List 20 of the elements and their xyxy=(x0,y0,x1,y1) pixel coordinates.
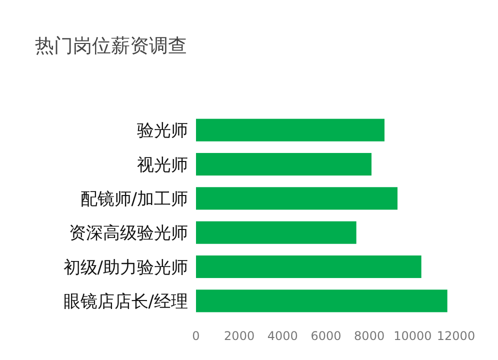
bar xyxy=(196,187,398,210)
x-tick-label: 12000 xyxy=(436,329,476,343)
y-tick-label: 验光师 xyxy=(137,121,188,142)
bar xyxy=(196,255,422,278)
x-tick-label: 4000 xyxy=(267,329,298,343)
chart-title: 热门岗位薪资调查 xyxy=(35,35,187,57)
x-tick-label: 10000 xyxy=(394,329,432,343)
y-tick-label: 视光师 xyxy=(137,155,188,176)
x-tick-label: 2000 xyxy=(224,329,255,343)
y-tick-label: 初级/助力验光师 xyxy=(63,258,188,278)
x-tick-label: 8000 xyxy=(354,329,385,343)
y-tick-label: 眼镜店店长/经理 xyxy=(63,292,188,312)
x-tick-label: 6000 xyxy=(310,329,342,343)
x-tick-label: 0 xyxy=(192,329,200,343)
y-tick-label: 资深高级验光师 xyxy=(69,224,188,244)
y-tick-label: 配镜师/加工师 xyxy=(80,189,188,210)
bar xyxy=(196,221,356,244)
bar xyxy=(196,152,372,176)
bar xyxy=(196,118,384,142)
bar xyxy=(196,290,448,312)
